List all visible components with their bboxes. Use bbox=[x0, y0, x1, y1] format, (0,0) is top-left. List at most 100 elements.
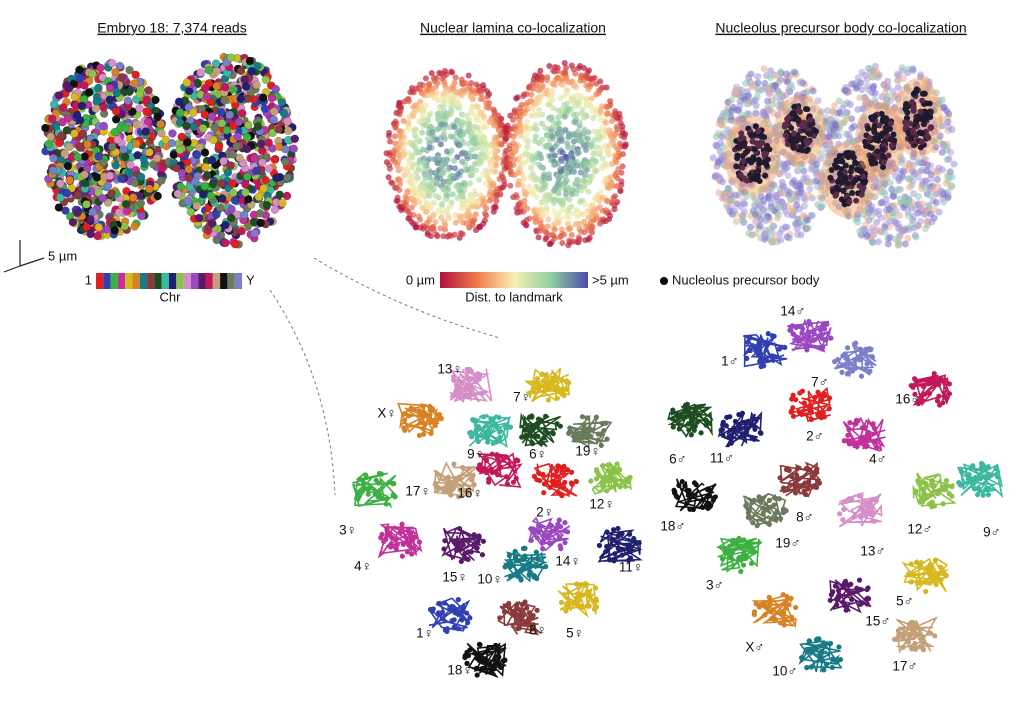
read-dot bbox=[175, 145, 185, 155]
lamina-dot bbox=[559, 149, 566, 156]
lamina-dot bbox=[480, 121, 487, 128]
lamina-dot bbox=[581, 114, 588, 121]
lamina-dot bbox=[417, 216, 424, 223]
lamina-dot bbox=[435, 116, 442, 123]
lamina-dot bbox=[422, 75, 429, 82]
read-dot bbox=[207, 112, 217, 121]
lamina-dot bbox=[597, 220, 604, 227]
read-dot bbox=[188, 108, 198, 117]
lamina-dot bbox=[535, 176, 542, 183]
lamina-dot bbox=[494, 192, 501, 199]
read-dot bbox=[157, 176, 166, 185]
bead bbox=[546, 383, 552, 389]
npb-dot bbox=[778, 225, 786, 233]
npb-dot bbox=[819, 202, 827, 210]
lamina-dot bbox=[539, 186, 546, 193]
npb-dot bbox=[777, 236, 785, 244]
read-dot bbox=[121, 152, 130, 162]
lamina-dot bbox=[386, 162, 393, 169]
npb-dot bbox=[805, 191, 813, 199]
npb-dot bbox=[860, 173, 867, 180]
lamina-dot bbox=[538, 163, 545, 170]
panel-title: Nucleolus precursor body co-localization bbox=[715, 20, 966, 36]
read-dot bbox=[135, 104, 144, 113]
lamina-dot bbox=[386, 151, 393, 158]
npb-dot bbox=[909, 67, 917, 75]
bead bbox=[474, 377, 481, 383]
lamina-dot bbox=[592, 158, 599, 165]
lamina-dot bbox=[431, 199, 438, 206]
npb-dot bbox=[748, 231, 756, 239]
lamina-dot bbox=[553, 212, 560, 219]
lamina-dot bbox=[432, 94, 439, 101]
lamina-dot bbox=[602, 207, 609, 214]
lamina-dot bbox=[591, 168, 598, 175]
lamina-dot bbox=[468, 170, 475, 177]
lamina-dot bbox=[577, 138, 584, 145]
npb-dot bbox=[933, 169, 941, 177]
npb-dot bbox=[803, 216, 811, 224]
read-dot bbox=[247, 66, 256, 76]
npb-dot bbox=[766, 146, 773, 153]
npb-dot bbox=[790, 110, 797, 117]
lamina-dot bbox=[424, 92, 431, 99]
npb-dot bbox=[806, 185, 814, 193]
lamina-dot bbox=[574, 162, 581, 169]
npb-dot bbox=[945, 173, 953, 181]
panel-title: Nuclear lamina co-localization bbox=[420, 20, 606, 36]
npb-dot bbox=[917, 108, 924, 115]
lamina-dot bbox=[619, 123, 626, 130]
npb-dot bbox=[741, 139, 748, 146]
npb-dot bbox=[748, 159, 755, 166]
lamina-dot bbox=[593, 205, 600, 212]
bead bbox=[420, 420, 426, 426]
lamina-dot bbox=[606, 185, 613, 192]
lamina-dot bbox=[395, 145, 402, 152]
lamina-dot bbox=[539, 136, 546, 143]
npb-dot bbox=[728, 197, 736, 205]
lamina-dot bbox=[583, 160, 590, 167]
lamina-dot bbox=[607, 98, 614, 105]
lamina-dot bbox=[468, 94, 475, 101]
read-dot bbox=[132, 139, 141, 148]
lamina-dot bbox=[476, 224, 483, 231]
lamina-dot bbox=[592, 150, 599, 157]
bead bbox=[535, 381, 541, 387]
lamina-dot bbox=[387, 138, 394, 145]
npb-dot bbox=[873, 218, 881, 226]
npb-dot bbox=[917, 71, 925, 79]
lamina-dot bbox=[465, 128, 472, 135]
npb-dot bbox=[852, 176, 859, 183]
npb-dot bbox=[878, 198, 886, 206]
lamina-dot bbox=[535, 234, 542, 241]
read-dot bbox=[60, 149, 69, 158]
lamina-dot bbox=[622, 142, 629, 149]
read-dot bbox=[73, 208, 82, 217]
lamina-dot bbox=[545, 216, 552, 223]
read-dot bbox=[182, 78, 192, 87]
npb-dot bbox=[739, 164, 746, 171]
lamina-dot bbox=[568, 62, 575, 69]
npb-dot bbox=[788, 125, 795, 132]
read-dot bbox=[59, 103, 68, 112]
read-dot bbox=[121, 123, 130, 133]
lamina-dot bbox=[393, 197, 400, 204]
lamina-dot bbox=[419, 146, 426, 153]
lamina-dot bbox=[603, 197, 610, 204]
read-dot bbox=[198, 124, 208, 133]
lamina-dot bbox=[578, 228, 585, 235]
lamina-dot bbox=[431, 156, 438, 163]
read-dot bbox=[152, 154, 162, 163]
read-dot bbox=[217, 178, 226, 188]
lamina-dot bbox=[473, 81, 480, 88]
bead bbox=[554, 395, 560, 401]
lamina-dot bbox=[584, 166, 591, 173]
lamina-dot bbox=[542, 125, 549, 132]
npb-dot bbox=[910, 127, 917, 134]
read-dot bbox=[270, 205, 280, 214]
read-dot bbox=[200, 110, 210, 119]
lamina-dot bbox=[532, 101, 539, 108]
read-dot bbox=[242, 144, 252, 154]
read-dot bbox=[260, 104, 270, 113]
lamina-dot bbox=[540, 173, 547, 180]
